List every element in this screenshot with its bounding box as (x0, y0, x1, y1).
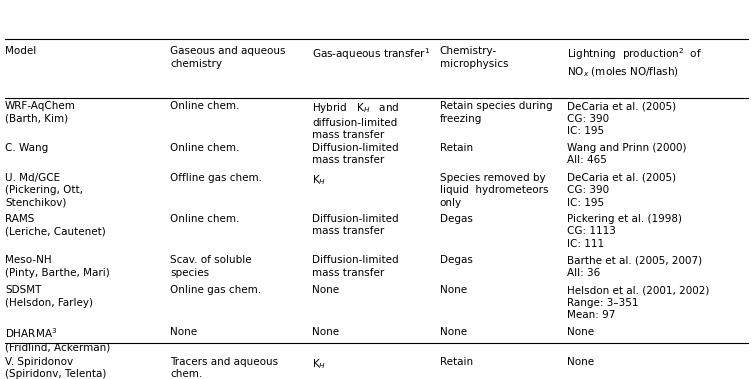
Text: Hybrid   K$_H$   and
diffusion-limited
mass transfer: Hybrid K$_H$ and diffusion-limited mass … (312, 102, 400, 140)
Text: None: None (170, 327, 197, 337)
Text: Diffusion-limited
mass transfer: Diffusion-limited mass transfer (312, 214, 399, 236)
Text: RAMS
(Leriche, Cautenet): RAMS (Leriche, Cautenet) (5, 214, 106, 236)
Text: Offline gas chem.: Offline gas chem. (170, 173, 262, 183)
Text: Barthe et al. (2005, 2007)
All: 36: Barthe et al. (2005, 2007) All: 36 (567, 255, 702, 278)
Text: Meso-NH
(Pinty, Barthe, Mari): Meso-NH (Pinty, Barthe, Mari) (5, 255, 110, 278)
Text: V. Spiridonov
(Spiridonv, Telenta): V. Spiridonov (Spiridonv, Telenta) (5, 357, 107, 379)
Text: Tracers and aqueous
chem.: Tracers and aqueous chem. (170, 357, 278, 379)
Text: U. Md/GCE
(Pickering, Ott,
Stenchikov): U. Md/GCE (Pickering, Ott, Stenchikov) (5, 173, 83, 208)
Text: Lightning  production$^2$  of
NO$_x$ (moles NO/flash): Lightning production$^2$ of NO$_x$ (mole… (567, 46, 702, 78)
Text: Online chem.: Online chem. (170, 214, 239, 224)
Text: Retain species during
freezing: Retain species during freezing (440, 102, 552, 124)
Text: None: None (440, 327, 467, 337)
Text: Chemistry-
microphysics: Chemistry- microphysics (440, 46, 508, 69)
Text: WRF-AqChem
(Barth, Kim): WRF-AqChem (Barth, Kim) (5, 102, 76, 124)
Text: DeCaria et al. (2005)
CG: 390
IC: 195: DeCaria et al. (2005) CG: 390 IC: 195 (567, 173, 676, 208)
Text: Retain: Retain (440, 357, 473, 367)
Text: Diffusion-limited
mass transfer: Diffusion-limited mass transfer (312, 255, 399, 278)
Text: None: None (312, 327, 339, 337)
Text: Online chem.: Online chem. (170, 143, 239, 153)
Text: SDSMT
(Helsdon, Farley): SDSMT (Helsdon, Farley) (5, 285, 93, 308)
Text: Diffusion-limited
mass transfer: Diffusion-limited mass transfer (312, 143, 399, 165)
Text: None: None (312, 285, 339, 295)
Text: C. Wang: C. Wang (5, 143, 48, 153)
Text: K$_H$: K$_H$ (312, 357, 326, 371)
Text: Model: Model (5, 46, 36, 56)
Text: Gaseous and aqueous
chemistry: Gaseous and aqueous chemistry (170, 46, 286, 69)
Text: DeCaria et al. (2005)
CG: 390
IC: 195: DeCaria et al. (2005) CG: 390 IC: 195 (567, 102, 676, 136)
Text: Retain: Retain (440, 143, 473, 153)
Text: Degas: Degas (440, 214, 472, 224)
Text: Degas: Degas (440, 255, 472, 265)
Text: None: None (440, 285, 467, 295)
Text: Online gas chem.: Online gas chem. (170, 285, 261, 295)
Text: None: None (567, 327, 594, 337)
Text: DHARMA$^3$
(Fridlind, Ackerman): DHARMA$^3$ (Fridlind, Ackerman) (5, 327, 111, 353)
Text: Pickering et al. (1998)
CG: 1113
IC: 111: Pickering et al. (1998) CG: 1113 IC: 111 (567, 214, 682, 249)
Text: Scav. of soluble
species: Scav. of soluble species (170, 255, 252, 278)
Text: K$_H$: K$_H$ (312, 173, 326, 186)
Text: Species removed by
liquid  hydrometeors
only: Species removed by liquid hydrometeors o… (440, 173, 548, 208)
Text: Gas-aqueous transfer$^1$: Gas-aqueous transfer$^1$ (312, 46, 430, 62)
Text: Helsdon et al. (2001, 2002)
Range: 3–351
Mean: 97: Helsdon et al. (2001, 2002) Range: 3–351… (567, 285, 709, 320)
Text: Wang and Prinn (2000)
All: 465: Wang and Prinn (2000) All: 465 (567, 143, 687, 165)
Text: Online chem.: Online chem. (170, 102, 239, 111)
Text: None: None (567, 357, 594, 367)
